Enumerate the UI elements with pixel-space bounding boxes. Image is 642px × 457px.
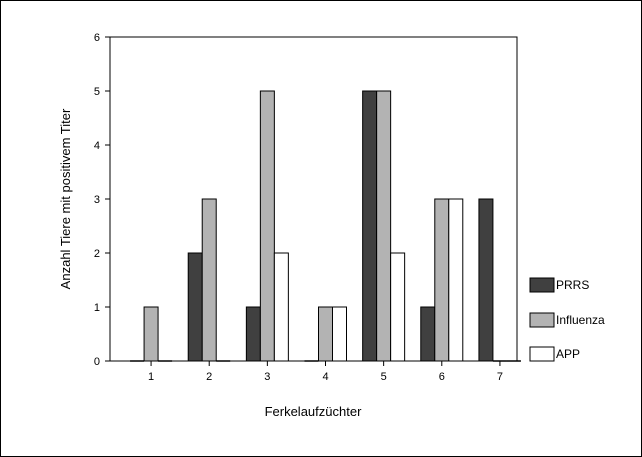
bar-prrs-2 [187,252,203,362]
bar-prrs-5 [362,90,378,362]
y-axis: 0 1 2 3 4 5 6 [94,32,110,368]
x-tick-label: 5 [381,371,387,383]
bar-influenza-3 [259,90,275,362]
x-tick-label: 4 [322,371,328,383]
bar-app-6 [448,198,464,362]
x-axis-label: Ferkelaufzüchter [265,404,362,419]
y-tick-label: 2 [94,248,100,260]
x-tick-label: 2 [206,371,212,383]
legend-label-influenza: Influenza [556,313,605,327]
x-axis: 1 2 3 4 5 6 7 [148,361,503,383]
y-tick-label: 6 [94,32,100,44]
bar-prrs-3 [245,306,261,362]
y-axis-label: Anzahl Tiere mit positivem Titer [58,108,73,289]
bar-app-3 [273,252,289,362]
x-tick-label: 6 [439,371,445,383]
bar-influenza-1 [143,306,159,362]
y-tick-label: 3 [94,194,100,206]
legend-label-prrs: PRRS [556,278,589,292]
bar-app-5 [390,252,406,362]
bars [130,90,521,362]
y-tick-label: 1 [94,302,100,314]
legend-label-app: APP [556,347,580,361]
bar-app-4 [332,306,347,362]
bar-influenza-6 [434,198,450,362]
y-tick-label: 4 [94,140,100,152]
bar-influenza-5 [376,90,392,362]
y-tick-label: 5 [94,86,100,98]
legend-swatch-prrs [529,277,555,293]
bar-prrs-6 [420,306,436,362]
legend: PRRS Influenza APP [529,277,605,362]
bar-influenza-2 [201,198,217,362]
x-tick-label: 3 [264,371,270,383]
y-tick-label: 0 [94,356,100,368]
bar-prrs-7 [478,198,494,362]
x-tick-label: 7 [497,371,503,383]
legend-swatch-influenza [529,312,555,328]
x-tick-label: 1 [148,371,154,383]
bar-influenza-4 [318,306,333,362]
legend-swatch-app [529,346,555,362]
